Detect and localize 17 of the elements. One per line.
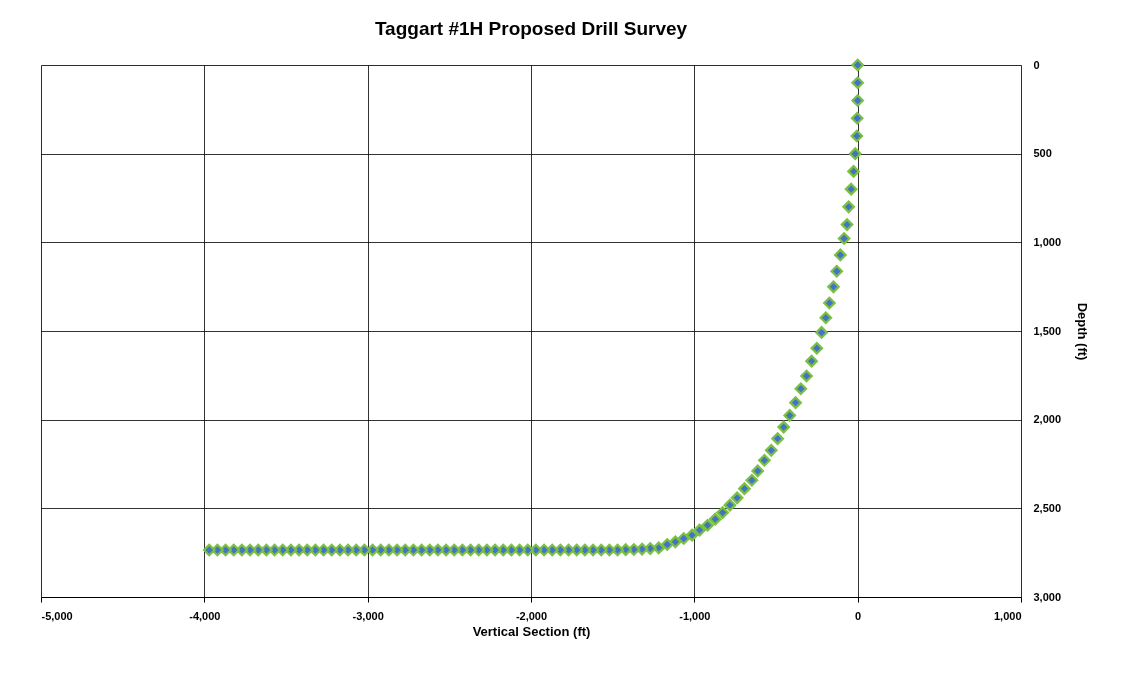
chart-title: Taggart #1H Proposed Drill Survey	[374, 18, 688, 40]
y-tick-label: 0	[1033, 58, 1040, 71]
y-axis-title: Depth (ft)	[1075, 302, 1091, 361]
y-tick-label: 3,000	[1033, 590, 1062, 603]
x-tick-label: -5,000	[41, 609, 73, 622]
x-tick-label: -4,000	[189, 609, 221, 622]
y-tick-label: 1,500	[1033, 324, 1062, 337]
x-tick-label: 1,000	[993, 609, 1022, 622]
y-tick-label: 500	[1033, 147, 1052, 160]
x-axis-title: Vertical Section (ft)	[472, 623, 591, 639]
x-tick-label: -3,000	[352, 609, 384, 622]
y-tick-label: 1,000	[1033, 235, 1062, 248]
y-tick-label: 2,500	[1033, 501, 1062, 514]
x-tick-label: 0	[855, 609, 862, 622]
x-tick-label: -1,000	[679, 609, 711, 622]
x-tick-label: -2,000	[515, 609, 548, 622]
y-tick-label: 2,000	[1033, 413, 1062, 426]
